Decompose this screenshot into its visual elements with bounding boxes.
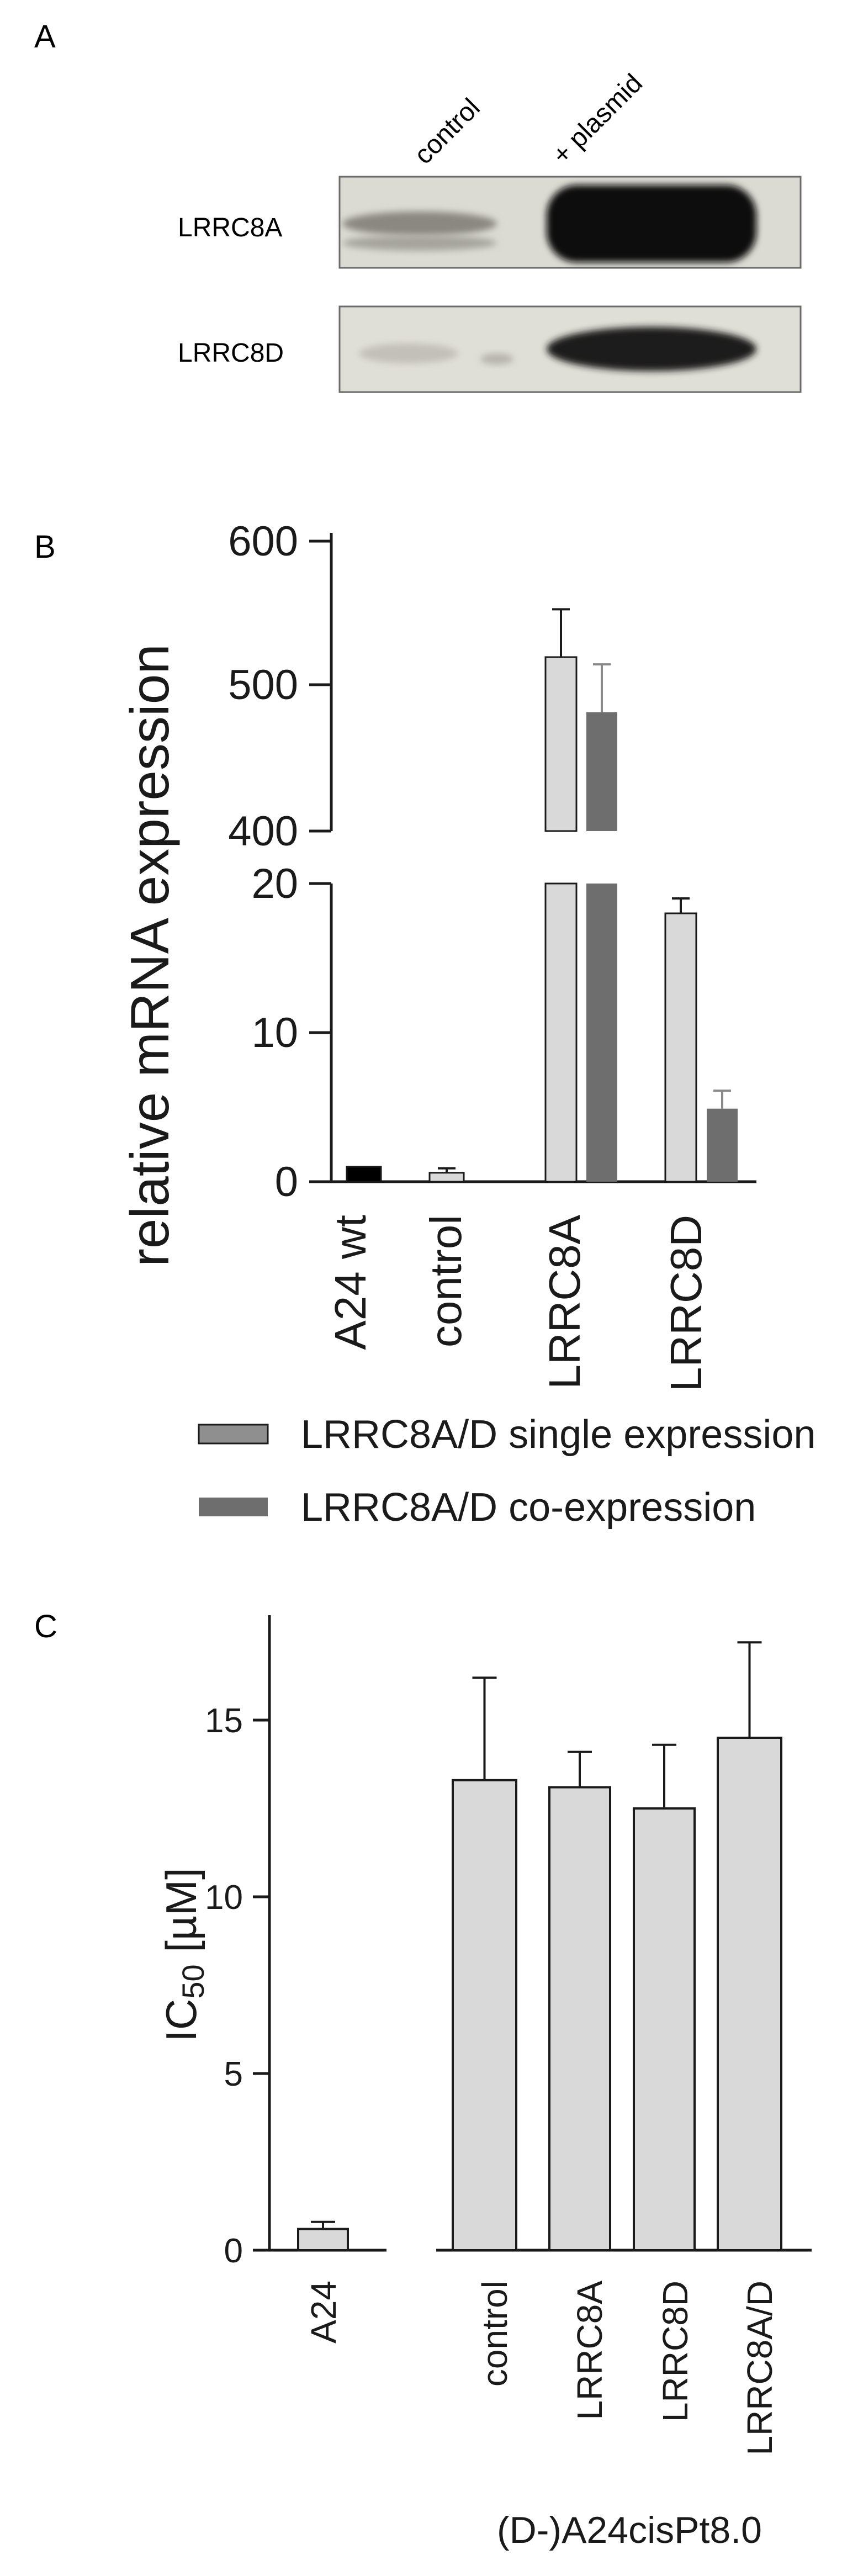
c-category-label-lrrc8d: LRRC8D (655, 2281, 695, 2422)
ytick-label-600: 600 (228, 518, 298, 565)
panel-c-letter: C (34, 1609, 57, 1644)
bar-lrrc8a-single-upper (544, 656, 578, 832)
ytick-label-0: 0 (275, 1159, 298, 1205)
panel-b-ylabel: relative mRNA expression (119, 644, 180, 1266)
blot-image-lrrc8d (338, 305, 802, 393)
bar-control-single (428, 1172, 465, 1183)
panel-c: C IC50 [µM] 0 5 10 15 A24 control LRRC8A… (34, 1609, 812, 2551)
lane-label-plasmid: + plasmid (547, 68, 648, 170)
bar-a24wt-single (346, 1166, 382, 1183)
panel-a: A control + plasmid LRRC8A LRRC8D (34, 19, 802, 393)
category-label-control: control (421, 1215, 470, 1347)
legend-label-single: LRRC8A/D single expression (301, 1413, 815, 1457)
c-bar-control (452, 1779, 517, 2252)
panel-c-xlabel: (D-)A24cisPt8.0 (497, 2509, 762, 2551)
c-ytick-label-5: 5 (224, 2055, 243, 2093)
bar-lrrc8a-co-upper (586, 712, 617, 831)
panel-b-letter: B (34, 529, 56, 565)
legend-label-co: LRRC8A/D co-expression (301, 1485, 756, 1530)
ytick-label-500: 500 (228, 662, 298, 708)
c-bar-lrrc8ad (717, 1737, 782, 2251)
c-ytick-label-15: 15 (205, 1702, 243, 1740)
c-category-label-control: control (475, 2281, 515, 2387)
blot-row-label-lrrc8d: LRRC8D (178, 338, 284, 368)
c-ytick-label-0: 0 (224, 2232, 243, 2270)
category-label-lrrc8d: LRRC8D (661, 1215, 711, 1392)
blot-row-label-lrrc8a: LRRC8A (178, 213, 282, 242)
category-label-a24wt: A24 wt (326, 1215, 375, 1350)
bar-lrrc8d-single (664, 912, 697, 1183)
ytick-label-10: 10 (251, 1009, 298, 1056)
lane-label-control: control (409, 93, 485, 170)
panel-b-bars (346, 608, 738, 1183)
c-ytick-label-10: 10 (205, 1879, 243, 1917)
blot-image-lrrc8a (338, 176, 802, 269)
ytick-label-400: 400 (228, 808, 298, 855)
category-label-lrrc8a: LRRC8A (540, 1214, 589, 1389)
c-bar-a24 (297, 2228, 349, 2252)
legend-swatch-single (198, 1424, 269, 1445)
panel-b: B relative mRNA expression 600 500 400 2… (34, 518, 815, 1530)
panel-a-letter: A (34, 19, 56, 55)
panel-b-legend: LRRC8A/D single expression LRRC8A/D co-e… (198, 1413, 815, 1530)
legend-swatch-co (199, 1498, 268, 1516)
bar-lrrc8d-co (707, 1108, 738, 1182)
c-category-label-lrrc8ad: LRRC8A/D (740, 2281, 780, 2456)
panel-c-bars (297, 1641, 782, 2252)
c-category-label-lrrc8a: LRRC8A (570, 2281, 610, 2420)
c-bar-lrrc8a (548, 1786, 611, 2252)
panel-c-ylabel: IC50 [µM] (157, 1868, 210, 2041)
c-bar-lrrc8d (633, 1807, 696, 2251)
bar-lrrc8a-single-lower (544, 882, 578, 1183)
bar-lrrc8a-co-lower (586, 884, 617, 1182)
c-category-label-a24: A24 (304, 2281, 343, 2344)
ytick-label-20: 20 (251, 860, 298, 907)
